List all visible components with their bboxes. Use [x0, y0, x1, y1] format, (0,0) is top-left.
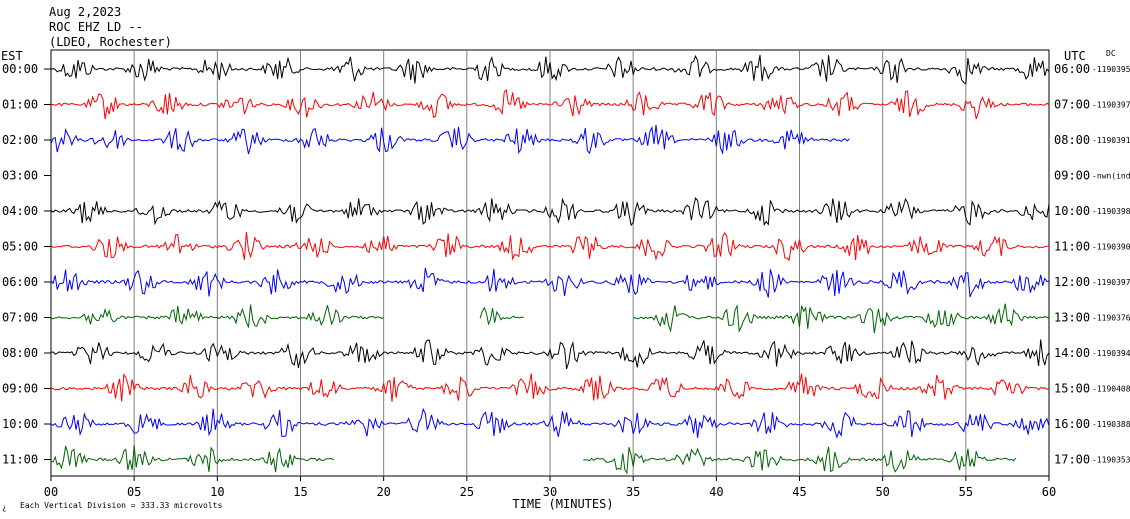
dc-offset-label: -1190390 — [1092, 243, 1130, 252]
trace-1100 — [583, 446, 1017, 475]
dc-offset-label: -1190376 — [1092, 314, 1130, 323]
utc-hour-label: 15:00 — [1054, 382, 1090, 396]
trace-lines — [50, 54, 1050, 475]
utc-hour-label: 09:00 — [1054, 169, 1090, 183]
x-tick-label: 50 — [875, 485, 889, 499]
est-hour-label: 09:00 — [2, 382, 38, 396]
x-tick-label: 25 — [460, 485, 474, 499]
est-labels: 00:00 01:00 02:00 03:00 04:00 05:00 06:00 07:00… — [2, 62, 51, 467]
trace-0400 — [50, 197, 1050, 227]
utc-hour-label: 08:00 — [1054, 133, 1090, 147]
header-date: Aug 2,2023 — [49, 5, 121, 19]
dc-offset-label: -1190397 — [1092, 278, 1130, 287]
est-hour-label: 04:00 — [2, 204, 38, 218]
footnote-mark: ¿ — [2, 503, 7, 512]
est-hour-label: 06:00 — [2, 275, 38, 289]
x-tick-labels: 00 05 10 15 20 25 30 35 40 45 50 55 60 — [44, 476, 1056, 499]
utc-hour-label: 17:00 — [1054, 453, 1090, 467]
dc-offset-label: -nwn(ind — [1092, 172, 1130, 181]
x-tick-label: 15 — [293, 485, 307, 499]
trace-0200 — [50, 124, 850, 155]
est-hour-label: 11:00 — [2, 453, 38, 467]
est-hour-label: 10:00 — [2, 417, 38, 431]
x-tick-label: 05 — [127, 485, 141, 499]
dc-offset-label: -1190388 — [1092, 420, 1130, 429]
trace-0100 — [50, 89, 1050, 120]
est-hour-label: 01:00 — [2, 98, 38, 112]
trace-0700 — [50, 304, 384, 329]
dc-offset-label: -1190353 — [1092, 456, 1130, 465]
dc-offset-label: -1190408 — [1092, 385, 1130, 394]
dc-offset-label: -1190398 — [1092, 207, 1130, 216]
dc-offset-label: -1190395 — [1092, 65, 1130, 74]
utc-hour-label: 14:00 — [1054, 346, 1090, 360]
x-tick-label: 10 — [210, 485, 224, 499]
est-hour-label: 03:00 — [2, 169, 38, 183]
utc-hour-label: 12:00 — [1054, 275, 1090, 289]
left-zone-label: EST — [1, 49, 23, 63]
trace-0900 — [50, 373, 1050, 402]
utc-hour-label: 10:00 — [1054, 204, 1090, 218]
est-hour-label: 07:00 — [2, 311, 38, 325]
trace-1000 — [50, 407, 1050, 439]
x-tick-label: 30 — [543, 485, 557, 499]
header-station: ROC EHZ LD -- — [49, 20, 143, 34]
trace-0000 — [50, 54, 1050, 85]
header-network: (LDEO, Rochester) — [49, 35, 172, 49]
right-zone-label: UTC — [1064, 49, 1086, 63]
utc-hour-label: 11:00 — [1054, 240, 1090, 254]
trace-0700 — [479, 306, 524, 326]
x-tick-label: 55 — [959, 485, 973, 499]
scale-footnote: Each Vertical Division = 333.33 microvol… — [20, 501, 222, 510]
x-tick-label: 35 — [626, 485, 640, 499]
right-corner-label: DC — [1106, 49, 1116, 58]
minute-gridlines — [133, 50, 967, 476]
trace-0800 — [50, 339, 1050, 370]
utc-hour-label: 13:00 — [1054, 311, 1090, 325]
x-tick-label: 00 — [44, 485, 58, 499]
x-tick-label: 60 — [1042, 485, 1056, 499]
est-hour-label: 05:00 — [2, 240, 38, 254]
est-hour-label: 02:00 — [2, 133, 38, 147]
dc-offset-label: -1190394 — [1092, 349, 1130, 358]
dc-offset-label: -1190397 — [1092, 101, 1130, 110]
trace-0600 — [50, 267, 1050, 298]
utc-hour-label: 06:00 — [1054, 62, 1090, 76]
trace-0500 — [50, 231, 1050, 262]
x-axis-label: TIME (MINUTES) — [512, 497, 613, 511]
x-tick-label: 40 — [709, 485, 723, 499]
trace-1100 — [50, 445, 335, 473]
est-hour-label: 08:00 — [2, 346, 38, 360]
x-tick-label: 45 — [792, 485, 806, 499]
x-tick-label: 20 — [376, 485, 390, 499]
est-hour-label: 00:00 — [2, 62, 38, 76]
utc-hour-label: 16:00 — [1054, 417, 1090, 431]
utc-hour-label: 07:00 — [1054, 98, 1090, 112]
trace-0700 — [633, 303, 1050, 334]
dc-offset-label: -1190391 — [1092, 136, 1130, 145]
